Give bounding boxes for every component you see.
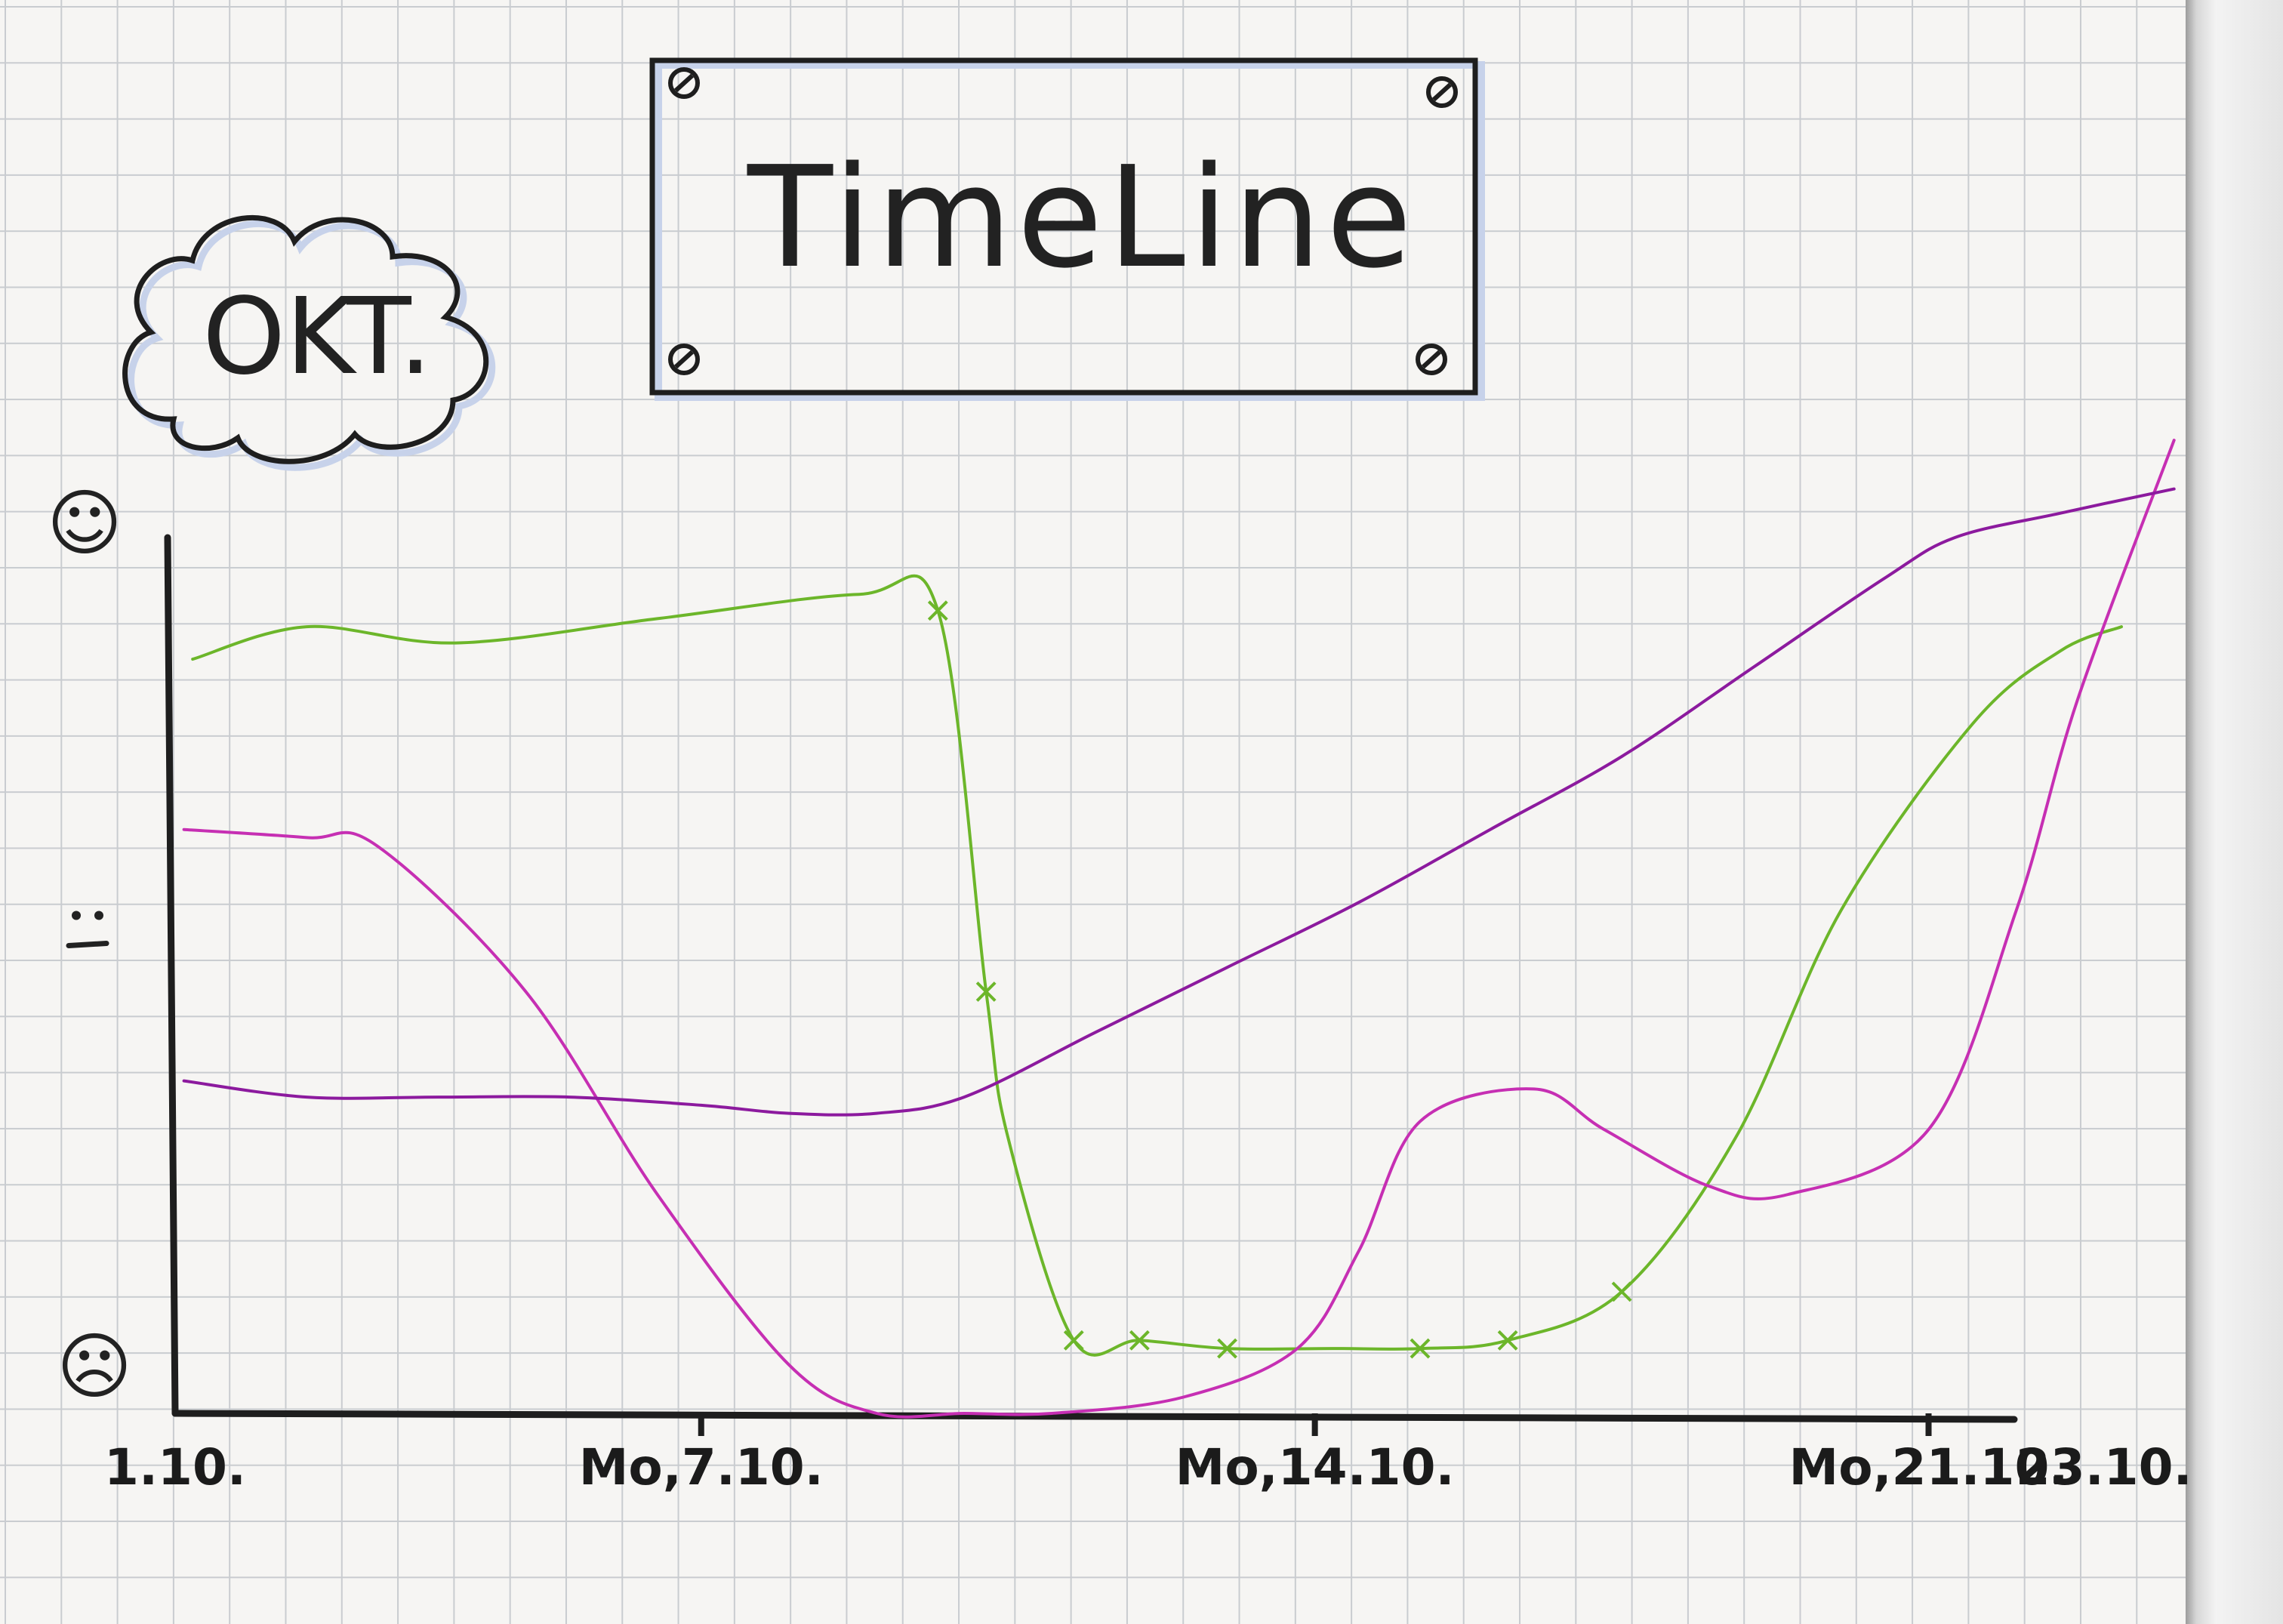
neutral-face-icon	[54, 897, 122, 976]
data-point-marker	[927, 600, 948, 621]
happy-face-icon: ☺	[46, 481, 123, 565]
x-tick-marks	[698, 1413, 1932, 1436]
series-line-purple	[182, 487, 2176, 1117]
series-line-magenta	[182, 439, 2176, 1419]
flipchart-frame-edge	[2186, 0, 2283, 1624]
month-cloud	[122, 214, 489, 464]
x-tick-label: 23.10.	[2015, 1438, 2192, 1496]
data-point-marker	[1611, 1281, 1632, 1302]
title-plaque	[649, 57, 1478, 396]
x-tick-label: 1.10.	[104, 1438, 246, 1496]
series-line-green	[191, 574, 2123, 1357]
flipchart-paper	[0, 0, 2186, 1624]
x-tick-label: Mo,14.10.	[1175, 1438, 1455, 1496]
screw-icon	[1426, 76, 1458, 108]
data-point-marker	[975, 981, 997, 1002]
screw-icon	[668, 344, 700, 375]
screw-icon	[1416, 344, 1447, 375]
x-axis	[171, 1410, 2018, 1423]
data-point-marker	[1217, 1338, 1237, 1359]
month-label: OKT.	[202, 276, 433, 399]
data-point-marker	[1497, 1330, 1518, 1351]
screw-icon	[668, 67, 700, 99]
series-layer	[182, 439, 2176, 1419]
chart-title: TimeLine	[747, 136, 1417, 299]
data-point-marker	[1063, 1330, 1084, 1351]
x-tick-label: Mo,7.10.	[578, 1438, 824, 1496]
x-tick-label: Mo,21.10.	[1789, 1438, 2069, 1496]
data-point-marker	[1129, 1330, 1150, 1351]
title-plaque-shadow	[655, 61, 1485, 401]
sad-face-icon: ☹	[56, 1324, 133, 1409]
plaque-screw-icons	[668, 67, 1458, 375]
data-point-marker	[1410, 1338, 1431, 1359]
y-axis	[164, 534, 179, 1417]
